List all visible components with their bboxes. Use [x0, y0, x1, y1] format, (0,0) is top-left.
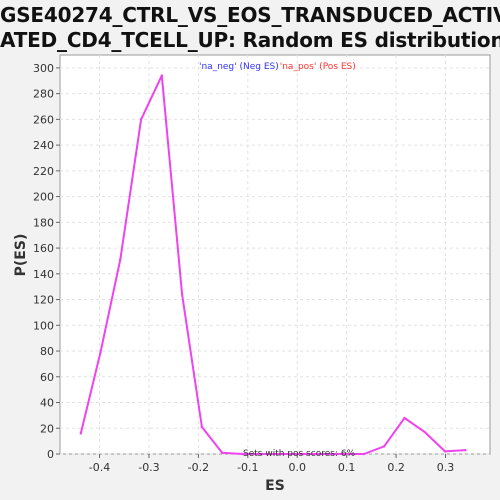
es-data-point [383, 445, 386, 448]
y-tick-label: 220 [33, 165, 54, 178]
y-tick-label: 240 [33, 139, 54, 152]
es-data-point [281, 452, 285, 456]
x-tick-label: -0.1 [237, 461, 258, 474]
es-data-point [403, 416, 406, 420]
y-tick-label: 80 [40, 345, 54, 358]
chart-title-line-1: GSE40274_CTRL_VS_EOS_TRANSDUCED_ACTIV [0, 3, 500, 27]
legend-entry: 'na_pos' (Pos ES) [280, 62, 356, 72]
es-data-point [220, 451, 224, 454]
es-data-point [241, 452, 244, 456]
es-data-point [99, 351, 102, 354]
legend-entry: 'na_neg' (Neg ES) [199, 62, 279, 72]
y-tick-label: 120 [33, 294, 54, 307]
x-tick-label: -0.4 [89, 461, 110, 474]
y-tick-label: 20 [40, 422, 54, 435]
y-tick-label: 60 [40, 371, 54, 384]
grid-lines [60, 55, 490, 455]
chart-title-line-2: ATED_CD4_TCELL_UP: Random ES distributio… [0, 28, 500, 52]
x-tick-label: 0.3 [437, 461, 455, 474]
es-data-point [139, 118, 143, 121]
y-tick-label: 100 [33, 319, 54, 332]
y-tick-label: 0 [47, 448, 54, 461]
es-data-point [160, 74, 164, 77]
y-tick-label: 280 [33, 88, 54, 101]
series-layer [79, 74, 467, 456]
y-tick-label: 160 [33, 242, 54, 255]
es-data-point [423, 430, 426, 434]
es-data-point [443, 450, 447, 453]
x-tick-label: 0.0 [288, 461, 306, 474]
y-tick-label: 180 [33, 216, 54, 229]
plot-area [59, 54, 491, 455]
x-tick-label: 0.2 [387, 461, 405, 474]
es-data-point [301, 452, 305, 456]
y-tick-label: 140 [33, 268, 54, 281]
es-data-point [342, 452, 345, 456]
x-tick-label: 0.1 [338, 461, 356, 474]
es-data-point [119, 258, 122, 261]
es-data-point [200, 425, 204, 429]
y-tick-label: 260 [33, 113, 54, 126]
y-tick-label: 40 [40, 397, 54, 410]
legend: 'na_neg' (Neg ES)'na_pos' (Pos ES) [199, 62, 356, 72]
x-axis-label: ES [265, 478, 285, 494]
es-data-point [464, 448, 467, 452]
es-data-point [261, 452, 264, 456]
chart-title: GSE40274_CTRL_VS_EOS_TRANSDUCED_ACTIV AT… [0, 3, 500, 53]
axis-ticks: 0 20 40 60 80 100 120 140 160 180 200 220 240 260 280 3… [33, 62, 454, 474]
y-tick-label: 300 [33, 62, 54, 75]
es-data-point [79, 432, 82, 435]
x-tick-label: -0.3 [138, 461, 159, 474]
annotation-text: Sets with pos scores: 6% [243, 449, 356, 459]
x-tick-label: -0.2 [188, 461, 209, 474]
y-axis-label: P(ES) [13, 234, 29, 277]
es-data-point [180, 293, 184, 296]
es-distribution-line [79, 74, 466, 455]
es-data-point [362, 452, 366, 456]
y-tick-label: 200 [33, 191, 54, 204]
es-data-point [322, 452, 325, 456]
